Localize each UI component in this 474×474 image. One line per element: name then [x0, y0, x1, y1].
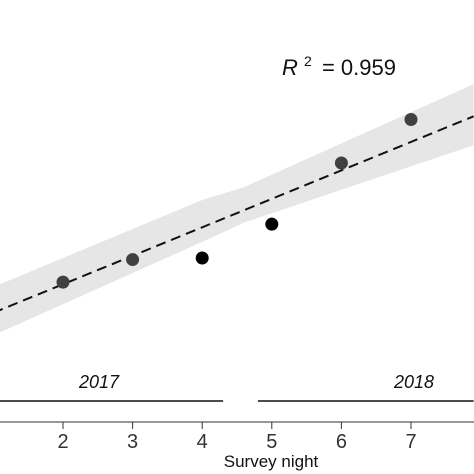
- data-point-1: [56, 275, 70, 289]
- r2-superscript: 2: [304, 53, 312, 69]
- data-point-6: [404, 113, 418, 127]
- data-point-3: [195, 251, 209, 265]
- x-tick-label-6: 6: [336, 431, 347, 453]
- x-tick-label-5: 5: [266, 431, 277, 453]
- x-tick-label-7: 7: [405, 431, 416, 453]
- x-axis-title: Survey night: [224, 452, 319, 471]
- r2-annotation: R 2 = 0.959: [282, 46, 396, 80]
- data-points: [56, 113, 418, 289]
- x-axis-ticks: 2 3 4 5 6 7: [57, 422, 417, 453]
- regression-line: [0, 115, 474, 312]
- x-tick-label-3: 3: [127, 431, 138, 453]
- data-point-4: [265, 217, 279, 231]
- data-point-5: [334, 156, 348, 170]
- period-label-2017: 2017: [78, 372, 120, 392]
- r2-value: = 0.959: [322, 55, 396, 80]
- period-label-2018: 2018: [393, 372, 434, 392]
- x-tick-label-4: 4: [197, 431, 208, 453]
- data-point-2: [126, 253, 140, 267]
- confidence-band: [0, 84, 474, 333]
- x-tick-label-2: 2: [57, 431, 68, 453]
- r2-symbol: R: [282, 55, 298, 80]
- period-brackets: 2017 2018: [0, 372, 474, 402]
